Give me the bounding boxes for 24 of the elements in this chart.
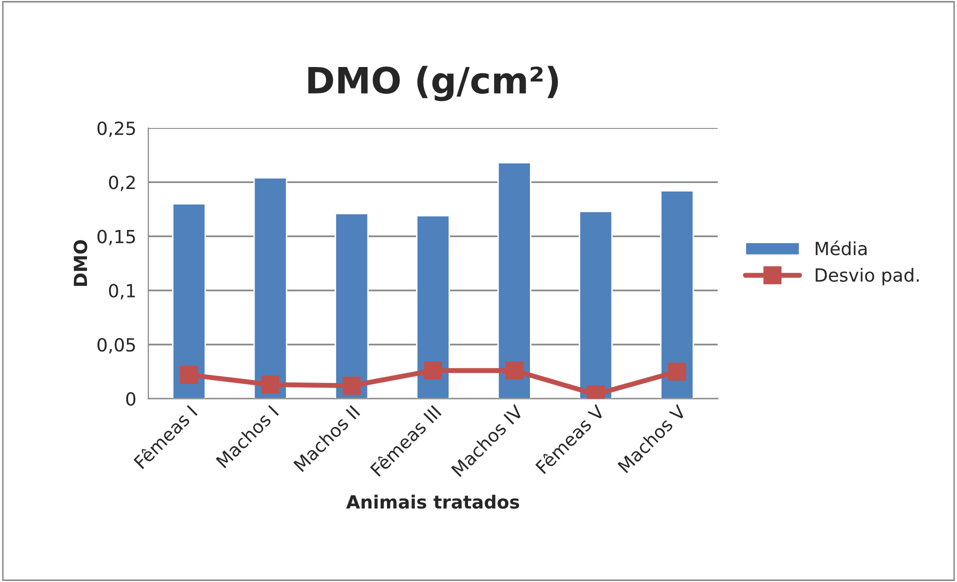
- y-axis-title: DMO: [74, 240, 88, 286]
- bar: [172, 203, 206, 399]
- point: [180, 366, 198, 384]
- bar: [253, 177, 288, 399]
- point: [424, 361, 442, 380]
- bar: [497, 162, 532, 399]
- bar: [578, 210, 613, 399]
- y-tick-label: 0,05: [98, 338, 135, 354]
- bar: [416, 215, 450, 399]
- point: [668, 362, 686, 381]
- bar: [660, 190, 694, 399]
- point: [261, 376, 280, 394]
- legend-label: Desvio pad.: [816, 268, 919, 286]
- point: [505, 361, 524, 380]
- y-tick-label: 0,2: [109, 176, 135, 192]
- x-axis-title: Animais tratados: [346, 494, 520, 509]
- y-tick-label: 0: [126, 392, 136, 406]
- chart-title: DMO (g/cm²): [308, 66, 558, 102]
- y-tick-label: 0,25: [98, 122, 135, 137]
- point: [342, 376, 361, 395]
- y-tick-label: 0,1: [109, 284, 135, 300]
- legend-label: Média: [816, 240, 867, 256]
- bar: [334, 212, 369, 399]
- y-tick-label: 0,15: [98, 230, 135, 246]
